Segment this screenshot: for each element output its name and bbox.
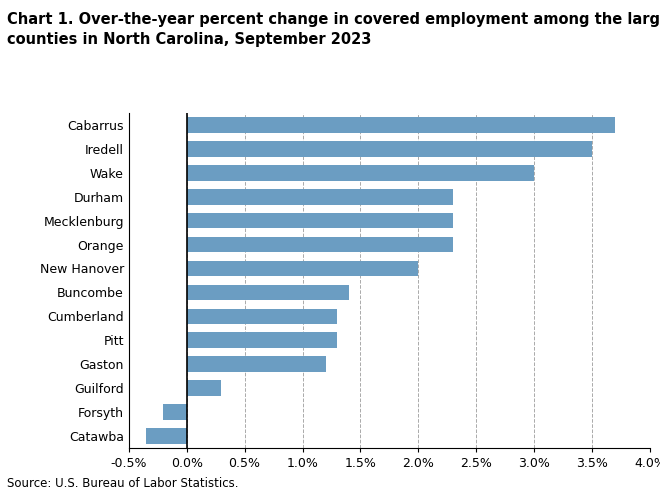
Bar <box>187 189 453 205</box>
Bar <box>187 356 325 372</box>
Bar <box>187 284 349 300</box>
Bar <box>146 428 187 444</box>
Bar <box>187 308 337 324</box>
Text: Source: U.S. Bureau of Labor Statistics.: Source: U.S. Bureau of Labor Statistics. <box>7 477 238 490</box>
Bar <box>187 333 337 348</box>
Bar <box>187 141 592 157</box>
Bar <box>187 213 453 228</box>
Bar <box>187 117 615 133</box>
Bar <box>187 165 534 181</box>
Bar <box>187 380 221 396</box>
Bar <box>187 237 453 252</box>
Bar <box>187 261 418 276</box>
Text: Chart 1. Over-the-year percent change in covered employment among the largest
co: Chart 1. Over-the-year percent change in… <box>7 12 660 47</box>
Bar <box>164 404 187 420</box>
